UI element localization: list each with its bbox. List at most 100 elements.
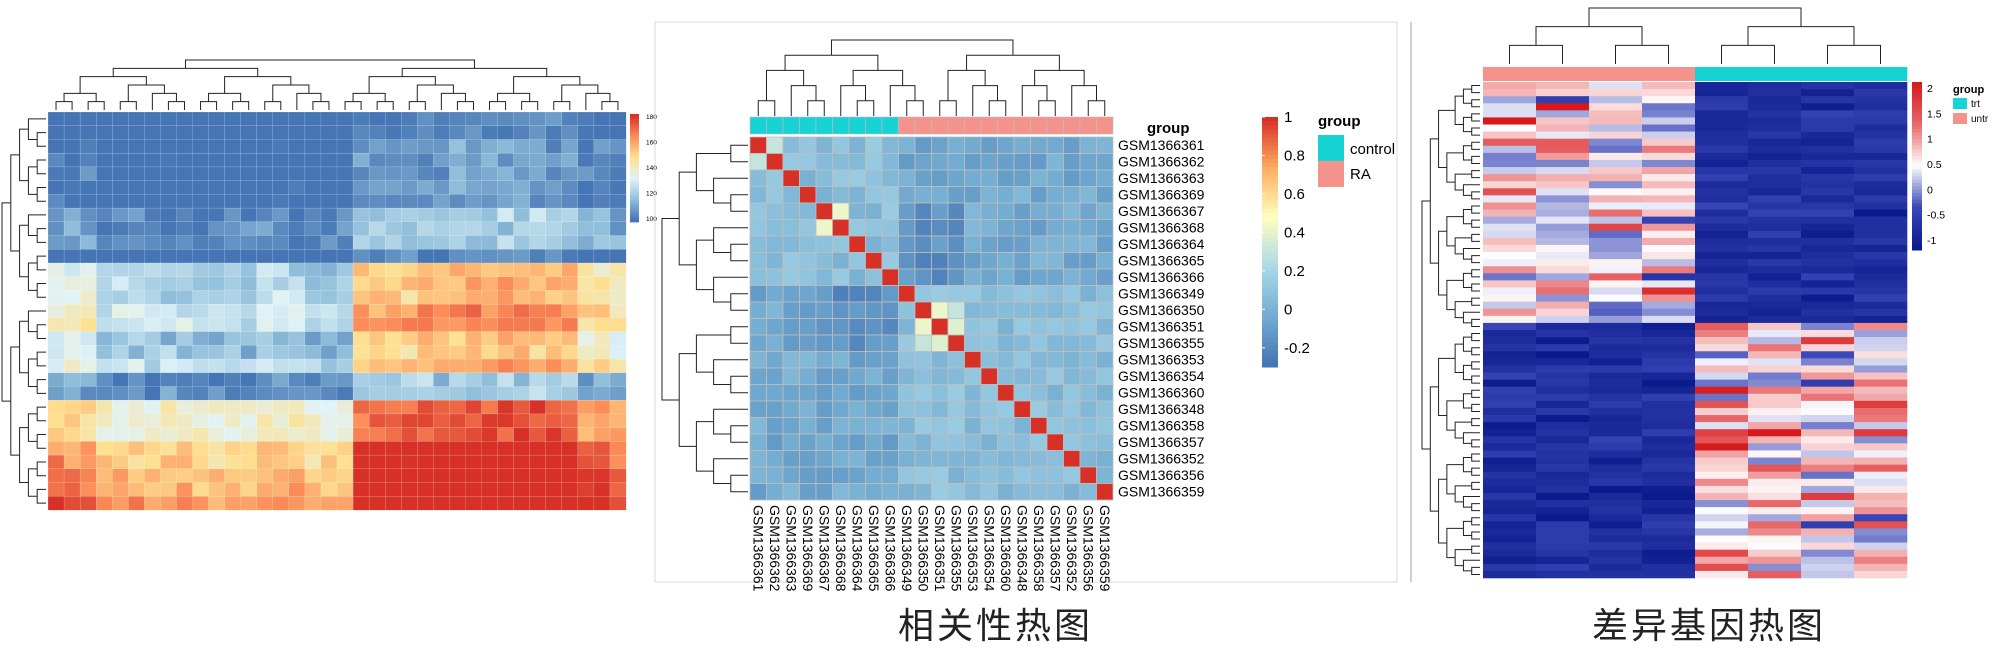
correlation-cell	[865, 153, 883, 171]
expression-cell	[288, 276, 306, 291]
differential-cell	[1589, 450, 1643, 458]
correlation-cell	[898, 235, 916, 253]
expression-cell	[144, 276, 161, 291]
differential-cell	[1854, 273, 1908, 281]
differential-cell	[1854, 301, 1908, 310]
expression-cell	[160, 111, 177, 127]
differential-cell	[1589, 535, 1643, 543]
correlation-cell	[815, 268, 833, 286]
differential-colorbar-tick-1: 1	[1927, 134, 1933, 146]
expression-colorbar-segment	[630, 189, 639, 193]
expression-cell	[433, 180, 450, 195]
expression-cell	[208, 386, 225, 401]
expression-cell	[609, 468, 627, 483]
correlation-cell	[980, 169, 998, 187]
expression-cell	[63, 496, 81, 511]
differential-row-dendrogram-branch	[1454, 421, 1472, 439]
expression-cell	[481, 249, 498, 264]
differential-cell	[1483, 195, 1537, 203]
differential-row-dendrogram-branch	[1454, 343, 1464, 374]
differential-cell	[1483, 322, 1537, 331]
expression-cell	[433, 468, 450, 483]
correlation-cell	[766, 334, 784, 352]
expression-cell	[593, 454, 611, 470]
expression-cell	[47, 413, 65, 429]
differential-colorbar-segment	[1912, 243, 1922, 248]
correlation-cells	[749, 136, 1114, 501]
expression-cell	[192, 180, 209, 195]
expression-cell	[320, 235, 338, 250]
differential-cell	[1854, 195, 1908, 203]
correlation-caption: 相关性热图	[898, 606, 1093, 647]
expression-colorbar-segment	[630, 151, 639, 155]
correlation-colorbar-segment	[1262, 154, 1278, 160]
group-annotation-RA	[964, 116, 982, 135]
correlation-cell	[1046, 450, 1064, 468]
expression-cell	[497, 413, 514, 429]
expression-cell	[79, 111, 97, 127]
correlation-colorbar-segment	[1262, 233, 1278, 239]
correlation-colorbar-segment	[1262, 225, 1278, 230]
expression-cell	[433, 413, 450, 429]
expression-cell	[160, 331, 177, 346]
expression-cell	[449, 331, 466, 346]
expression-cell	[79, 207, 97, 223]
correlation-column-dendrogram-branch	[966, 54, 1060, 71]
expression-cell	[272, 276, 290, 291]
differential-cell	[1589, 436, 1643, 444]
expression-cell	[272, 249, 290, 264]
expression-cell	[224, 249, 242, 264]
expression-cell	[288, 441, 306, 456]
differential-cell	[1589, 159, 1643, 168]
expression-cell	[160, 166, 177, 181]
expression-cell	[481, 386, 498, 401]
expression-cell	[449, 262, 466, 278]
expression-cell	[352, 331, 370, 346]
expression-cell	[545, 249, 563, 264]
differential-colorbar-segment	[1912, 189, 1922, 194]
correlation-cell	[832, 483, 850, 501]
correlation-cell	[815, 186, 833, 204]
correlation-cell	[848, 384, 866, 402]
expression-cell	[609, 276, 627, 291]
expression-cell	[144, 441, 161, 456]
expression-cell	[256, 180, 274, 195]
expression-cell	[577, 221, 595, 236]
correlation-column-dendrogram-branch	[807, 100, 825, 116]
differential-cell	[1589, 556, 1643, 565]
expression-column-dendrogram-branch	[63, 92, 97, 102]
differential-cell	[1642, 500, 1696, 508]
expression-cell	[417, 235, 434, 250]
correlation-cell	[782, 433, 800, 451]
expression-cell	[208, 139, 225, 154]
differential-cell	[1483, 365, 1537, 373]
expression-cell	[304, 111, 322, 127]
column-label: GSM1366357	[1047, 505, 1063, 592]
expression-cell	[449, 166, 466, 181]
differential-cell	[1748, 280, 1802, 288]
differential-cell	[1748, 124, 1802, 132]
correlation-cell	[947, 334, 965, 352]
expression-column-dendrogram-branch	[489, 101, 507, 110]
expression-cell	[176, 125, 193, 140]
expression-cell	[481, 111, 498, 127]
expression-cell	[336, 194, 354, 209]
expression-cell	[577, 290, 595, 305]
differential-cell	[1483, 556, 1537, 565]
expression-cell	[144, 194, 161, 209]
differential-row-dendrogram-branch	[1462, 457, 1472, 473]
correlation-cell	[832, 318, 850, 336]
expression-cell	[256, 290, 274, 305]
expression-cell	[272, 358, 290, 374]
correlation-cell	[865, 351, 883, 369]
differential-row-dendrogram-branch	[1471, 113, 1480, 122]
differential-row-dendrogram-branch	[1462, 364, 1472, 381]
expression-cell	[609, 303, 627, 319]
differential-cell	[1854, 266, 1908, 274]
correlation-cell	[947, 466, 965, 484]
expression-cell	[433, 386, 450, 401]
expression-cell	[513, 276, 531, 291]
differential-cell	[1589, 471, 1643, 480]
correlation-cell	[832, 367, 850, 385]
expression-colorbar-segment	[630, 205, 639, 209]
